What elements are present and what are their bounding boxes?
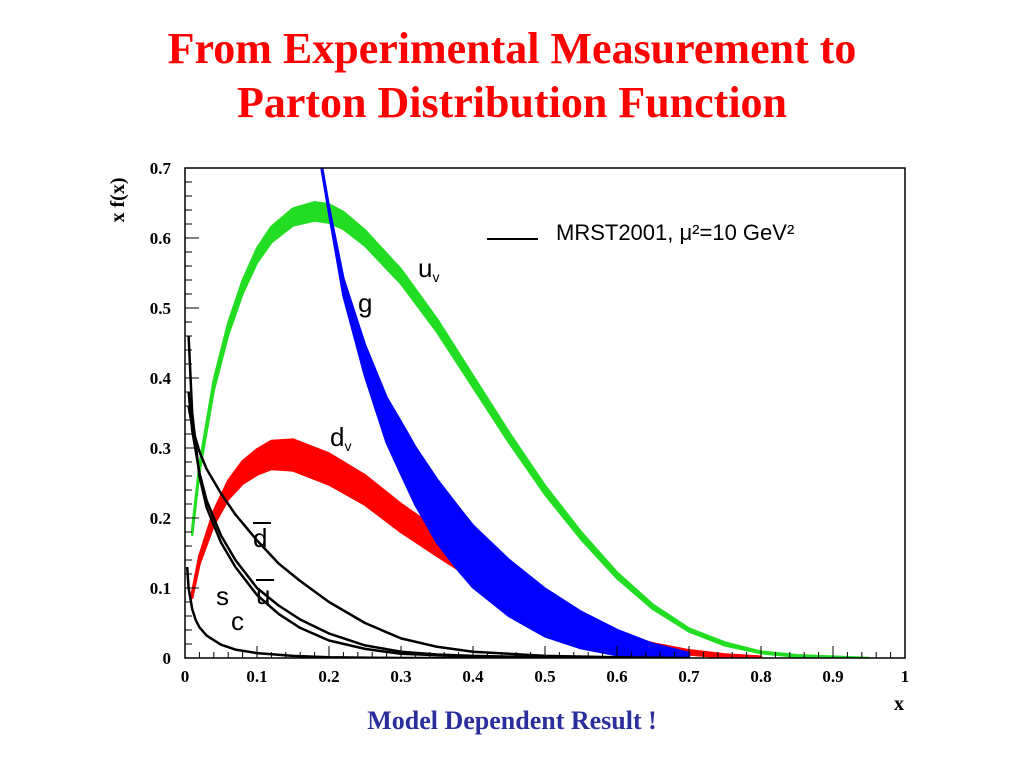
y-tick-label: 0.2 (150, 509, 171, 528)
x-tick-label: 0.1 (246, 667, 267, 686)
y-tick-label: 0 (163, 649, 172, 668)
y-tick-label: 0.5 (150, 299, 171, 318)
slide-title-line-1: From Experimental Measurement to (167, 24, 857, 73)
legend-text: MRST2001, μ²=10 GeV² (556, 220, 794, 245)
legend: MRST2001, μ²=10 GeV² (487, 220, 794, 245)
series-band-u_v (190, 201, 871, 658)
x-tick-label: 0.8 (750, 667, 771, 686)
curve-label-c: c (231, 606, 244, 636)
x-tick-label: 0.6 (606, 667, 627, 686)
x-tick-label: 0.4 (462, 667, 484, 686)
y-tick-label: 0.7 (150, 159, 172, 178)
curve-label-u_v: uv (418, 253, 439, 285)
y-axis-label: x f(x) (107, 178, 129, 223)
curve-label-sub-d_v: v (344, 438, 351, 454)
y-tick-label: 0.4 (150, 369, 172, 388)
curve-label-dbar: d (253, 523, 267, 553)
x-tick-label: 1 (901, 667, 910, 686)
x-tick-label: 0.9 (822, 667, 843, 686)
series-line-s (187, 335, 546, 658)
x-tick-label: 0.2 (318, 667, 339, 686)
y-tick-label: 0.3 (150, 439, 171, 458)
y-tick-label: 0.1 (150, 579, 171, 598)
x-axis-label: x (894, 693, 904, 715)
curve-label-s: s (216, 581, 229, 611)
curve-label-d_v: dv (330, 422, 351, 454)
curve-label-g: g (358, 288, 372, 318)
slide-title: From Experimental Measurement to Parton … (0, 22, 1024, 130)
x-tick-label: 0.5 (534, 667, 555, 686)
x-tick-label: 0.7 (678, 667, 700, 686)
y-tick-label: 0.6 (150, 229, 171, 248)
x-tick-label: 0 (181, 667, 190, 686)
plot-frame (184, 167, 906, 659)
series-band-d_v (190, 438, 763, 658)
series-band-g (320, 168, 691, 658)
curve-label-sub-u_v: v (432, 269, 439, 285)
slide-title-line-2: Parton Distribution Function (236, 78, 788, 127)
curve-label-ubar: u (256, 580, 270, 610)
series-line-dbar (187, 405, 690, 658)
x-tick-label: 0.3 (390, 667, 411, 686)
footer-note: Model Dependent Result ! (367, 706, 657, 735)
